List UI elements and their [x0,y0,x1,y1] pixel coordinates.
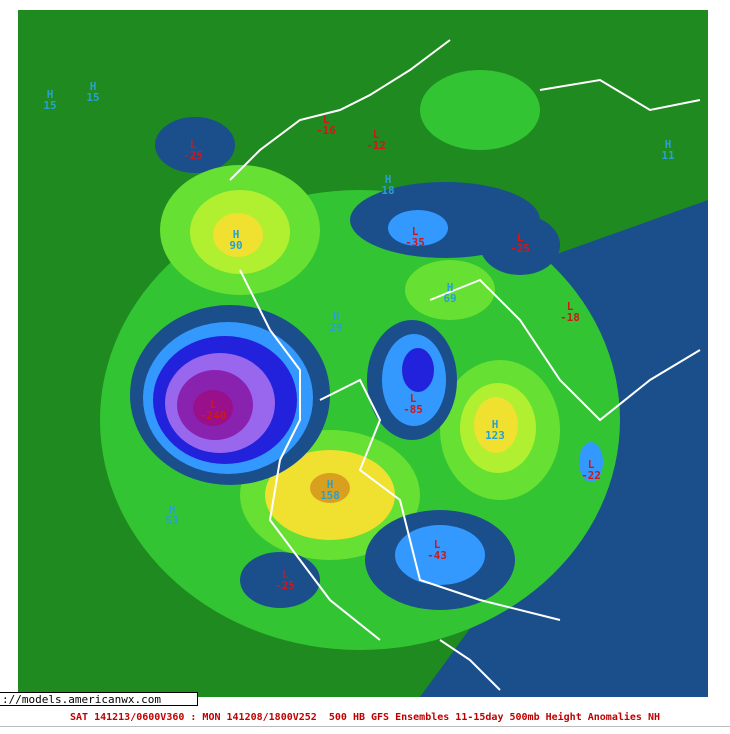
center-value: -25 [183,149,203,162]
center-value: 69 [443,292,456,305]
shading [18,10,708,697]
center-value: 29 [329,321,342,334]
center-value: -25 [275,579,295,592]
caption: SAT 141213/0600V360 : MON 141208/1800V25… [69,712,660,723]
center-type: H [333,310,340,323]
center-type: H [492,418,499,431]
center-value: -35 [405,236,425,249]
center-type: L [210,398,217,411]
center-value: -240 [200,409,227,422]
center-value: -12 [366,139,386,152]
divider [0,726,730,727]
center-value: 18 [381,184,394,197]
center-value: -25 [510,242,530,255]
center-value: -16 [316,124,336,137]
center-value: 53 [165,514,178,527]
center-value: -43 [427,549,447,562]
center-type: H [385,173,392,186]
center-type: H [233,228,240,241]
center-value: 90 [229,239,242,252]
center-type: L [434,538,441,551]
center-type: L [323,113,330,126]
center-value: 158 [320,489,340,502]
source-url: ://models.americanwx.com [0,692,198,706]
center-type: L [282,568,289,581]
center-type: H [327,478,334,491]
center-type: L [412,225,419,238]
center-value: 15 [86,91,99,104]
center-type: L [410,392,417,405]
center-type: H [665,138,672,151]
center-value: -85 [403,403,423,416]
coastlines [229,39,701,691]
center-value: 15 [43,99,56,112]
center-value: 11 [661,149,675,162]
center-value: -18 [560,311,580,324]
center-type: H [90,80,97,93]
center-type: L [588,458,595,471]
center-type: H [47,88,54,101]
center-type: L [190,138,197,151]
center-type: L [517,231,524,244]
center-value: 123 [485,429,505,442]
center-value: -22 [581,469,601,482]
center-type: L [373,128,380,141]
center-type: H [169,503,176,516]
center-type: L [567,300,574,313]
center-type: H [447,281,454,294]
